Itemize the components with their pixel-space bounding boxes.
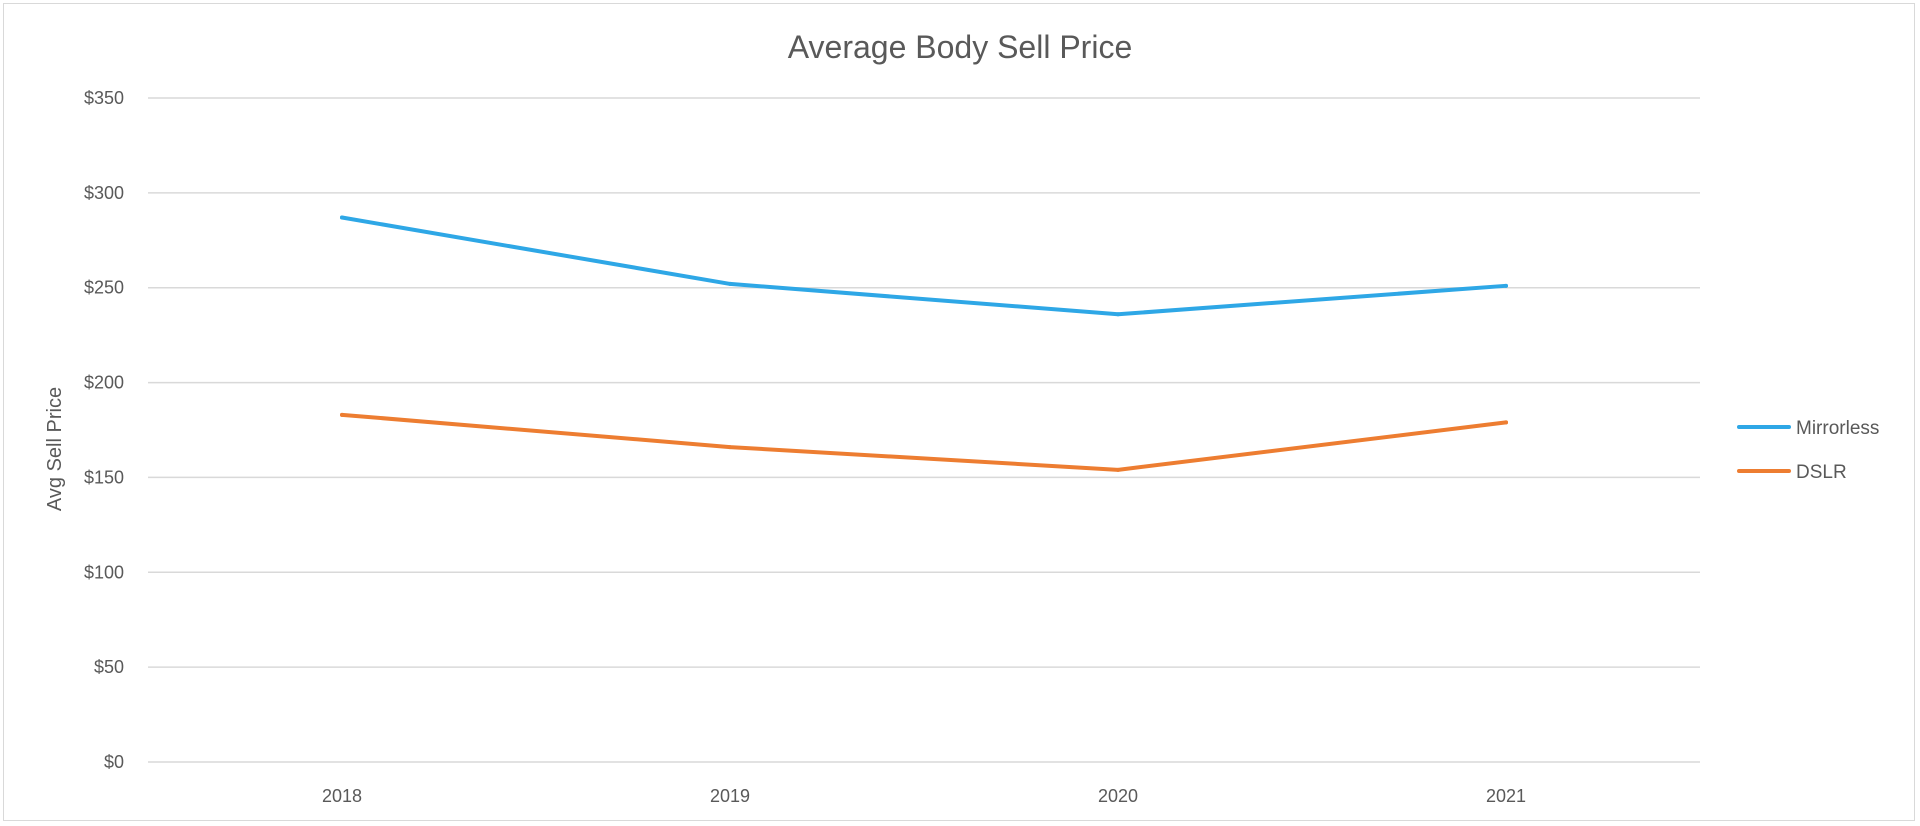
y-axis-ticks: $0 $50 $100 $150 $200 $250 $300 $350 bbox=[84, 88, 124, 772]
line-chart: Average Body Sell Price Avg Sell Price $… bbox=[44, 29, 1879, 806]
gridlines bbox=[148, 97, 1700, 763]
data-point bbox=[1504, 283, 1508, 288]
data-point bbox=[1116, 467, 1120, 472]
y-tick-label: $350 bbox=[84, 88, 124, 108]
y-tick-label: $200 bbox=[84, 373, 124, 393]
data-point bbox=[728, 445, 732, 450]
data-point bbox=[728, 281, 732, 286]
legend: Mirrorless DSLR bbox=[1737, 418, 1879, 483]
x-tick-label: 2018 bbox=[322, 786, 362, 806]
chart-frame: Average Body Sell Price Avg Sell Price $… bbox=[3, 3, 1915, 821]
y-tick-label: $100 bbox=[84, 562, 124, 582]
chart-title: Average Body Sell Price bbox=[788, 29, 1132, 65]
y-tick-label: $50 bbox=[94, 657, 124, 677]
x-tick-label: 2021 bbox=[1486, 786, 1526, 806]
data-point bbox=[1116, 312, 1120, 317]
data-point bbox=[340, 412, 344, 417]
y-tick-label: $300 bbox=[84, 183, 124, 203]
y-tick-label: $150 bbox=[84, 467, 124, 487]
x-tick-label: 2019 bbox=[710, 786, 750, 806]
series-lines bbox=[340, 215, 1508, 472]
legend-label: DSLR bbox=[1796, 462, 1847, 483]
y-tick-label: $250 bbox=[84, 278, 124, 298]
series-line-dslr bbox=[340, 412, 1508, 472]
data-point bbox=[340, 215, 344, 220]
legend-label: Mirrorless bbox=[1796, 418, 1879, 439]
x-tick-label: 2020 bbox=[1098, 786, 1138, 806]
x-axis-ticks: 2018 2019 2020 2021 bbox=[322, 786, 1526, 806]
data-point bbox=[1504, 420, 1508, 425]
series-line-mirrorless bbox=[340, 215, 1508, 317]
y-tick-label: $0 bbox=[104, 752, 124, 772]
y-axis-title: Avg Sell Price bbox=[44, 387, 66, 511]
